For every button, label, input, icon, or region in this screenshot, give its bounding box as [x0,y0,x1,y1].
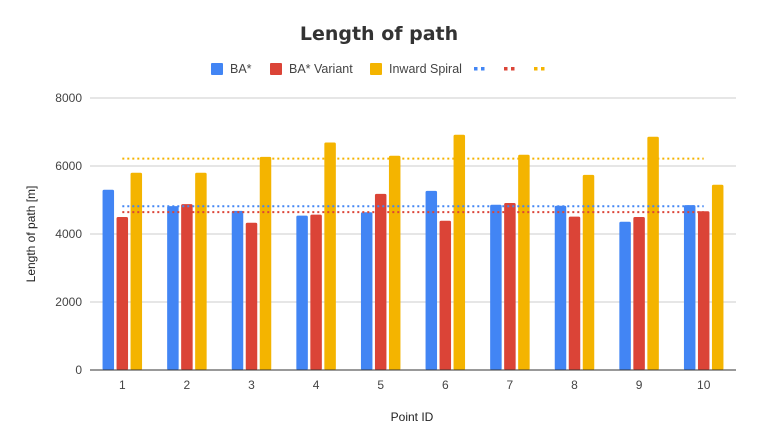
bars [102,134,724,370]
bar-ba-variant-point-6 [439,220,452,370]
bar-ba-variant-point-1 [116,217,129,370]
x-tick-label: 1 [119,378,126,392]
y-axis-label: Length of path [m] [24,186,38,283]
bar-inward-spiral-point-2 [195,172,207,370]
bar-inward-spiral-point-6 [453,134,466,370]
bar-ba-point-7 [490,204,502,370]
bar-ba-point-6 [425,190,438,370]
legend-average-line-ba-star [474,67,485,71]
y-tick-label: 4000 [55,227,82,241]
bar-inward-spiral-point-1 [130,172,143,370]
x-tick-label: 10 [697,378,711,392]
x-tick-label: 7 [507,378,514,392]
bar-ba-point-3 [231,210,244,370]
x-tick-label: 6 [442,378,449,392]
bar-ba-variant-point-5 [374,193,387,370]
legend-label-ba-star: BA* [230,62,252,76]
bar-ba-point-9 [619,221,631,370]
legend-average-line-inward-spiral [534,67,545,71]
x-tick-label: 2 [184,378,191,392]
bar-ba-variant-point-8 [568,216,581,370]
bar-inward-spiral-point-8 [582,174,595,370]
bar-inward-spiral-point-7 [518,154,530,370]
bar-ba-variant-point-4 [310,214,322,370]
legend-swatch-ba-star [211,63,223,75]
bar-ba-point-2 [167,206,179,370]
bar-inward-spiral-point-10 [711,184,724,370]
chart-title: Length of path [300,23,458,45]
bar-ba-point-4 [296,215,308,370]
bar-ba-variant-point-3 [245,222,258,370]
y-tick-label: 0 [75,363,82,377]
y-tick-label: 8000 [55,91,82,105]
bar-ba-point-8 [554,205,567,370]
legend-average-line-ba-star-variant [504,67,515,71]
bar-ba-variant-point-2 [181,204,193,370]
bar-inward-spiral-point-5 [388,155,401,370]
bar-ba-variant-point-9 [633,217,645,370]
x-axis-ticks: 1 2 3 4 5 6 7 8 9 10 [119,378,711,392]
average-lines [122,157,704,214]
x-tick-label: 3 [248,378,255,392]
bar-ba-point-5 [360,212,373,370]
y-axis-ticks: 0 2000 4000 6000 8000 [55,91,82,377]
bar-ba-point-1 [102,189,115,370]
legend: BA* BA* Variant Inward Spiral [211,62,545,76]
bar-inward-spiral-point-3 [259,156,272,370]
x-tick-label: 5 [377,378,384,392]
legend-swatch-inward-spiral [370,63,382,75]
x-tick-label: 8 [571,378,578,392]
legend-swatch-ba-star-variant [270,63,282,75]
bar-inward-spiral-point-4 [324,142,336,370]
x-tick-label: 9 [636,378,643,392]
y-tick-label: 6000 [55,159,82,173]
bar-ba-variant-point-10 [697,211,710,370]
bar-ba-point-10 [683,205,696,370]
legend-label-ba-star-variant: BA* Variant [289,62,353,76]
bar-inward-spiral-point-9 [647,136,659,370]
bar-ba-variant-point-7 [504,203,516,370]
x-axis-label: Point ID [391,410,434,424]
y-tick-label: 2000 [55,295,82,309]
x-tick-label: 4 [313,378,320,392]
legend-label-inward-spiral: Inward Spiral [389,62,462,76]
